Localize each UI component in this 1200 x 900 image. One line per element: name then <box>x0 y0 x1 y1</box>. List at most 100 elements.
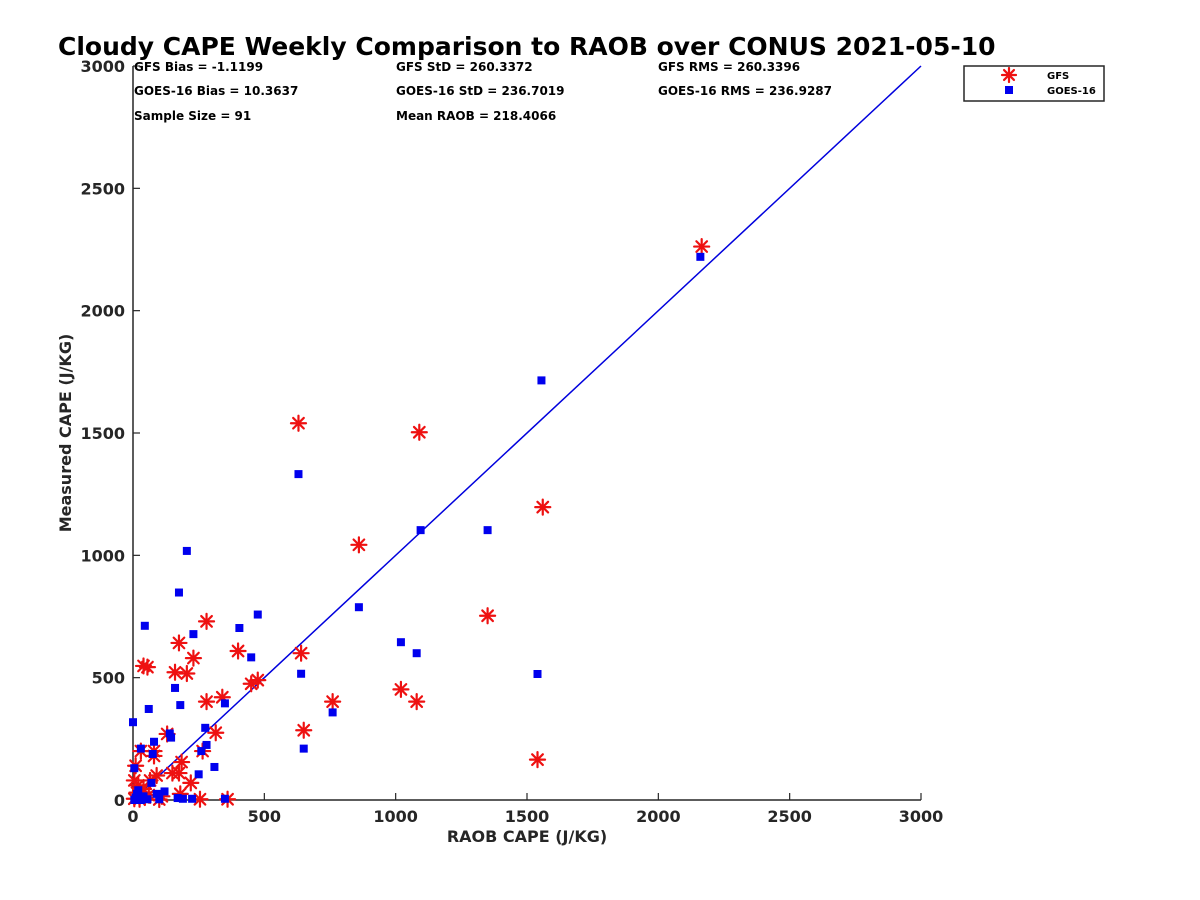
gfs-point <box>197 693 216 711</box>
goes-16-point <box>147 778 156 787</box>
stat-goes-rms: GOES-16 RMS = 236.9287 <box>658 84 832 98</box>
series-gfs <box>125 237 711 809</box>
y-tick-label: 1000 <box>80 546 125 565</box>
goes-16-point <box>173 794 182 803</box>
goes-16-point <box>143 795 152 804</box>
stat-goes-std: GOES-16 StD = 236.7019 <box>396 84 565 98</box>
gfs-point <box>324 693 342 711</box>
x-tick-label: 1000 <box>373 807 418 826</box>
x-tick-label: 1500 <box>505 807 550 826</box>
legend: GFS GOES-16 <box>963 65 1105 102</box>
statistics-block: GFS Bias = -1.1199 GFS StD = 260.3372 GF… <box>134 60 832 123</box>
goes-16-point <box>136 796 145 804</box>
legend-gfs-label: GFS <box>1047 71 1069 82</box>
goes-16-point <box>178 794 187 803</box>
goes-16-point <box>247 653 256 662</box>
gfs-point <box>170 634 188 652</box>
x-tick-label: 2000 <box>636 807 681 826</box>
stat-goes-bias: GOES-16 Bias = 10.3637 <box>134 84 298 98</box>
gfs-point <box>172 753 191 771</box>
goes-16-point <box>152 789 161 798</box>
goes-16-point <box>148 750 157 759</box>
goes-16-point <box>533 669 542 678</box>
goes-16-point <box>176 701 185 710</box>
gfs-point <box>392 680 410 699</box>
stat-mean-raob: Mean RAOB = 218.4066 <box>396 109 556 123</box>
gfs-point <box>410 423 428 441</box>
goes-16-point <box>202 740 211 749</box>
gfs-point <box>534 498 552 516</box>
gfs-point <box>182 774 200 792</box>
x-axis-label: RAOB CAPE (J/KG) <box>447 827 607 846</box>
goes-16-point <box>194 770 203 779</box>
gfs-point <box>178 664 196 683</box>
gfs-point <box>166 663 184 681</box>
gfs-point <box>197 612 216 630</box>
chart-title: Cloudy CAPE Weekly Comparison to RAOB ov… <box>58 32 996 61</box>
goes-16-point <box>299 744 308 753</box>
gfs-point <box>528 751 547 769</box>
y-tick-label: 1500 <box>80 424 125 443</box>
goes-16-point <box>155 795 164 804</box>
legend-gfs-asterisk <box>1000 66 1018 84</box>
stat-gfs-bias: GFS Bias = -1.1199 <box>134 60 263 74</box>
x-tick-label: 500 <box>248 807 281 826</box>
goes-16-point <box>412 649 421 658</box>
gfs-point <box>207 724 225 742</box>
gfs-point <box>292 644 310 662</box>
gfs-point <box>184 649 203 667</box>
y-axis-ticks: 0 500 1000 1500 2000 2500 3000 <box>80 57 140 810</box>
goes-16-point <box>171 683 180 692</box>
goes-16-point <box>136 744 145 753</box>
x-tick-label: 0 <box>127 807 138 826</box>
y-tick-label: 500 <box>92 669 125 688</box>
goes-16-point <box>130 764 139 773</box>
gfs-point <box>170 764 188 782</box>
goes-16-point <box>210 762 219 771</box>
goes-16-point <box>235 623 244 632</box>
goes-16-point <box>165 729 174 738</box>
goes-16-point <box>182 546 191 555</box>
y-tick-label: 3000 <box>80 57 125 76</box>
y-tick-label: 2000 <box>80 302 125 321</box>
x-axis-ticks: 0 500 1000 1500 2000 2500 3000 <box>127 793 943 826</box>
goes-16-point <box>129 718 137 727</box>
goes-16-point <box>188 794 197 803</box>
goes-16-point <box>150 737 159 746</box>
goes-16-point <box>297 669 306 678</box>
gfs-point <box>171 785 189 803</box>
goes-16-point <box>189 630 198 639</box>
x-tick-label: 2500 <box>767 807 812 826</box>
stat-gfs-std: GFS StD = 260.3372 <box>396 60 533 74</box>
reference-line <box>132 65 922 801</box>
goes-16-point <box>220 794 229 803</box>
legend-gfs-marker <box>1000 66 1018 84</box>
goes-16-point <box>253 610 262 619</box>
x-tick-label: 3000 <box>899 807 944 826</box>
gfs-point <box>693 237 711 256</box>
goes-16-point <box>483 526 492 535</box>
stat-sample-size: Sample Size = 91 <box>134 109 251 123</box>
goes-16-point <box>160 787 169 796</box>
goes-16-point <box>144 704 153 713</box>
goes-16-point <box>201 723 210 732</box>
gfs-point <box>242 675 260 693</box>
gfs-point <box>138 658 157 676</box>
y-tick-label: 2500 <box>80 179 125 198</box>
goes-16-point <box>354 603 363 612</box>
goes-16-point <box>328 708 337 717</box>
gfs-point <box>229 642 247 660</box>
goes-16-point <box>294 470 303 479</box>
goes-16-point <box>696 252 705 261</box>
gfs-point <box>350 536 368 554</box>
goes-16-point <box>130 796 139 804</box>
goes-16-point <box>416 526 425 535</box>
goes-16-point <box>220 699 229 708</box>
legend-goes-16-label: GOES-16 <box>1047 86 1096 97</box>
goes-16-point <box>197 747 206 756</box>
gfs-point <box>408 693 426 711</box>
goes-16-point <box>140 621 149 630</box>
y-tick-label: 0 <box>114 791 125 810</box>
gfs-point <box>295 721 313 739</box>
